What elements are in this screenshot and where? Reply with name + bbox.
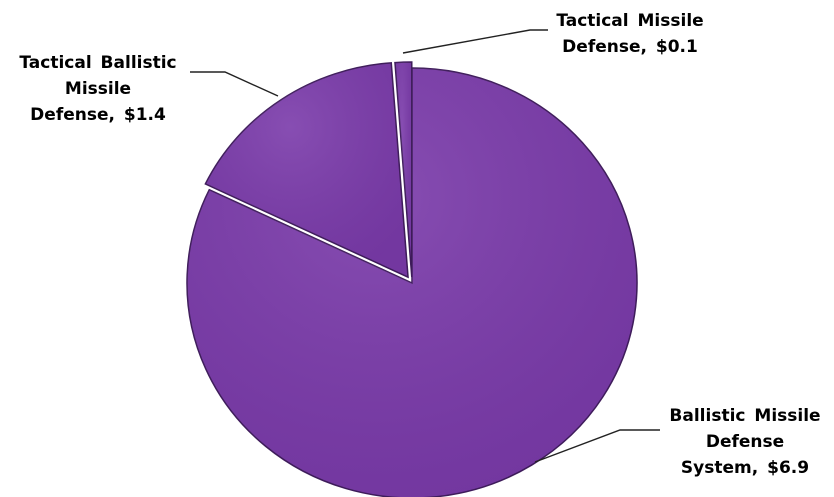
slice-highlight bbox=[187, 68, 637, 497]
leader-line-tbmd bbox=[190, 71, 279, 97]
slice-label-line: Ballistic Missile bbox=[669, 406, 821, 426]
slice-label-bmds: Ballistic Missile Defense System, $6.9 bbox=[655, 403, 834, 481]
slice-label-tmd: Tactical Missile Defense, $0.1 bbox=[540, 8, 720, 60]
slice-label-line: Defense, $0.1 bbox=[562, 37, 698, 57]
slice-label-line: Tactical Missile bbox=[556, 11, 704, 31]
slice-label-line: System, $6.9 bbox=[680, 458, 810, 478]
slice-label-tbmd: Tactical Ballistic Missile Defense, $1.4 bbox=[8, 50, 188, 128]
slice-label-line: Missile bbox=[64, 79, 132, 99]
slice-label-line: Defense bbox=[705, 432, 785, 452]
leader-line-bmds bbox=[534, 429, 660, 463]
slice-highlight bbox=[205, 62, 409, 278]
leader-line-tmd bbox=[402, 29, 548, 54]
slice-label-line: Tactical Ballistic bbox=[19, 53, 177, 73]
slice-highlight bbox=[394, 62, 412, 278]
slice-label-line: Defense, $1.4 bbox=[30, 105, 166, 125]
